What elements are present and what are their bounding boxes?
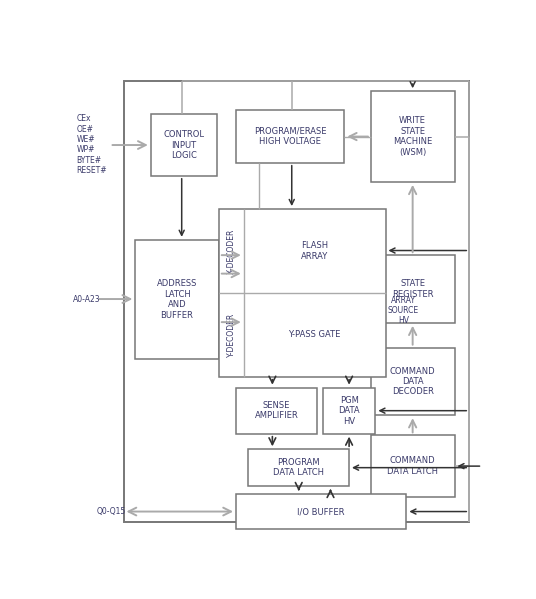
Bar [124, 81, 469, 522]
Text: COMMAND
DATA
DECODER: COMMAND DATA DECODER [390, 367, 435, 397]
Text: I/O BUFFER: I/O BUFFER [297, 507, 345, 516]
Bar [371, 91, 455, 182]
Text: FLASH
ARRAY: FLASH ARRAY [301, 241, 328, 261]
Text: Y-PASS GATE: Y-PASS GATE [288, 330, 341, 340]
Text: ADDRESS
LATCH
AND
BUFFER: ADDRESS LATCH AND BUFFER [157, 279, 197, 319]
Bar [219, 209, 385, 377]
Bar [236, 388, 317, 434]
Bar [371, 435, 455, 497]
Bar [371, 347, 455, 415]
Text: Q0-Q15: Q0-Q15 [96, 507, 126, 516]
Text: A0-A23: A0-A23 [73, 295, 101, 304]
Bar [236, 110, 345, 163]
Text: PROGRAM
DATA LATCH: PROGRAM DATA LATCH [273, 458, 324, 477]
Bar [151, 114, 217, 176]
Text: WRITE
STATE
MACHINE
(WSM): WRITE STATE MACHINE (WSM) [393, 116, 432, 157]
Text: X-DECODER: X-DECODER [227, 228, 236, 274]
Text: CEx
OE#
WE#
WP#
BYTE#
RESET#: CEx OE# WE# WP# BYTE# RESET# [76, 114, 107, 176]
Text: COMMAND
DATA LATCH: COMMAND DATA LATCH [387, 456, 438, 476]
Text: CONTROL
INPUT
LOGIC: CONTROL INPUT LOGIC [163, 130, 204, 160]
Bar [236, 494, 406, 530]
Text: Y-DECODER: Y-DECODER [227, 313, 236, 357]
Text: ARRAY
SOURCE
HV: ARRAY SOURCE HV [388, 296, 419, 325]
Text: SENSE
AMPLIFIER: SENSE AMPLIFIER [255, 401, 299, 420]
Bar [135, 240, 219, 359]
Text: STATE
REGISTER: STATE REGISTER [392, 279, 434, 299]
Bar [323, 388, 375, 434]
Text: PGM
DATA
HV: PGM DATA HV [338, 396, 360, 425]
Bar [371, 255, 455, 323]
Bar [248, 449, 349, 486]
Text: PROGRAM/ERASE
HIGH VOLTAGE: PROGRAM/ERASE HIGH VOLTAGE [254, 127, 326, 146]
